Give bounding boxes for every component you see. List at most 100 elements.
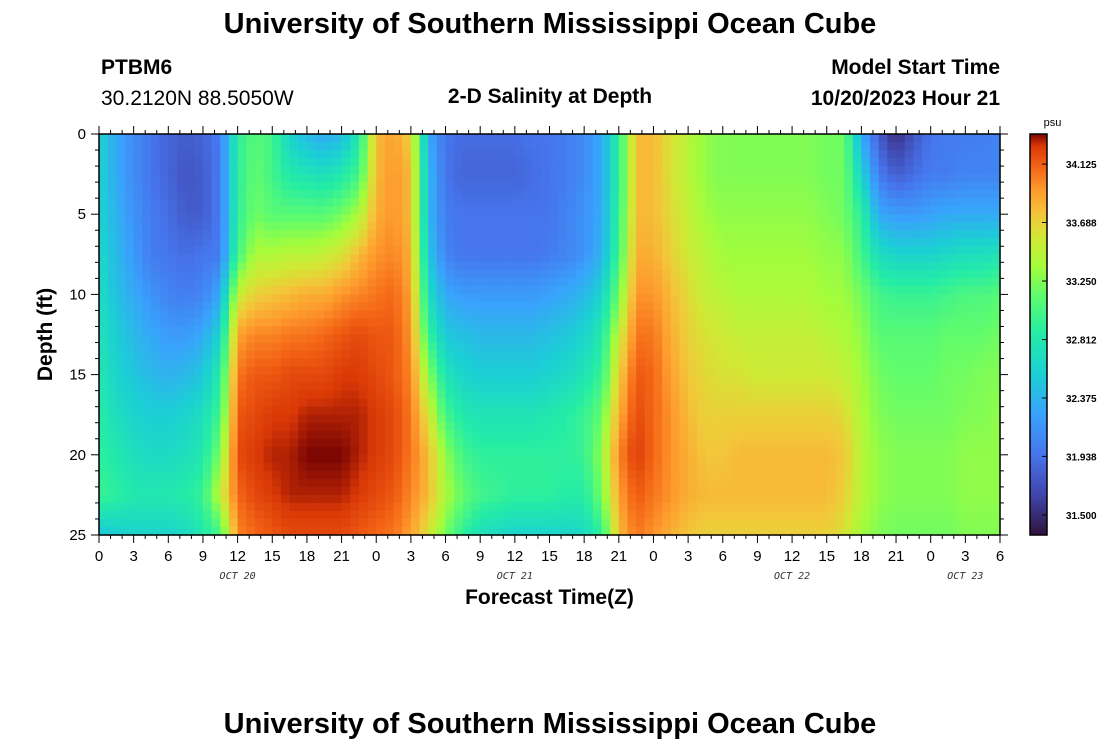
heatmap-cell	[142, 302, 152, 312]
heatmap-cell	[254, 182, 265, 191]
heatmap-cell	[783, 390, 793, 400]
heatmap-cell	[566, 158, 577, 167]
heatmap-cell	[627, 406, 637, 416]
heatmap-cell	[896, 462, 906, 472]
heatmap-cell	[644, 398, 655, 408]
heatmap-cell	[792, 246, 802, 255]
heatmap-cell	[194, 150, 204, 159]
heatmap-cell	[688, 166, 698, 175]
heatmap-cell	[627, 382, 637, 392]
heatmap-cell	[436, 318, 447, 328]
heatmap-cell	[748, 350, 759, 360]
heatmap-cell	[497, 230, 507, 239]
heatmap-cell	[844, 310, 854, 320]
heatmap-cell	[644, 462, 655, 472]
heatmap-cell	[991, 326, 1001, 336]
heatmap-cell	[410, 310, 421, 320]
heatmap-cell	[116, 414, 126, 424]
heatmap-cell	[679, 310, 689, 320]
heatmap-cell	[740, 190, 750, 199]
heatmap-cell	[670, 334, 681, 344]
heatmap-cell	[584, 206, 594, 215]
heatmap-cell	[818, 382, 828, 392]
heatmap-cell	[896, 166, 906, 175]
heatmap-cell	[202, 366, 213, 376]
heatmap-cell	[991, 246, 1001, 255]
heatmap-cell	[532, 278, 542, 287]
heatmap-cell	[722, 438, 733, 448]
heatmap-cell	[982, 334, 992, 344]
heatmap-cell	[341, 294, 351, 304]
heatmap-cell	[280, 414, 291, 424]
heatmap-cell	[419, 150, 429, 159]
heatmap-cell	[358, 294, 369, 304]
heatmap-cell	[566, 190, 577, 199]
heatmap-cell	[237, 134, 247, 143]
heatmap-cell	[211, 366, 221, 376]
heatmap-cell	[367, 214, 377, 223]
heatmap-cell	[930, 206, 940, 215]
heatmap-cell	[844, 350, 854, 360]
heatmap-cell	[332, 342, 343, 352]
heatmap-cell	[133, 334, 143, 344]
heatmap-cell	[896, 374, 906, 384]
heatmap-cell	[306, 478, 317, 488]
heatmap-cell	[878, 374, 888, 384]
heatmap-cell	[974, 470, 984, 480]
heatmap-cell	[150, 462, 161, 472]
heatmap-cell	[818, 454, 828, 464]
heatmap-cell	[696, 214, 707, 223]
heatmap-cell	[436, 462, 447, 472]
heatmap-cell	[402, 334, 412, 344]
heatmap-cell	[748, 366, 759, 376]
heatmap-cell	[644, 246, 655, 255]
heatmap-cell	[471, 254, 481, 263]
heatmap-cell	[272, 494, 282, 504]
heatmap-cell	[254, 214, 265, 223]
heatmap-cell	[176, 358, 187, 368]
heatmap-cell	[575, 310, 585, 320]
heatmap-cell	[653, 294, 663, 304]
heatmap-cell	[202, 438, 213, 448]
heatmap-cell	[948, 318, 958, 328]
heatmap-cell	[263, 286, 273, 295]
heatmap-cell	[410, 454, 421, 464]
heatmap-cell	[636, 486, 646, 496]
heatmap-cell	[757, 158, 767, 167]
heatmap-cell	[722, 382, 733, 392]
heatmap-cell	[826, 430, 836, 440]
heatmap-cell	[662, 478, 672, 488]
heatmap-cell	[150, 502, 161, 512]
heatmap-cell	[930, 350, 940, 360]
heatmap-cell	[844, 390, 854, 400]
heatmap-cell	[332, 470, 343, 480]
heatmap-cell	[826, 238, 836, 247]
heatmap-cell	[601, 142, 611, 151]
heatmap-cell	[150, 414, 161, 424]
heatmap-cell	[142, 134, 152, 143]
heatmap-cell	[419, 438, 429, 448]
heatmap-cell	[731, 142, 741, 151]
heatmap-cell	[384, 382, 395, 392]
heatmap-cell	[324, 366, 334, 376]
heatmap-cell	[480, 254, 490, 263]
heatmap-cell	[835, 462, 845, 472]
heatmap-cell	[965, 190, 975, 199]
heatmap-cell	[991, 206, 1001, 215]
heatmap-cell	[688, 374, 698, 384]
heatmap-cell	[107, 166, 117, 175]
heatmap-cell	[826, 254, 836, 263]
heatmap-cell	[289, 470, 299, 480]
heatmap-cell	[662, 182, 672, 191]
heatmap-cell	[930, 470, 940, 480]
heatmap-cell	[696, 502, 707, 512]
heatmap-cell	[306, 254, 317, 263]
heatmap-cell	[783, 182, 793, 191]
heatmap-cell	[818, 318, 828, 328]
heatmap-cell	[211, 230, 221, 239]
heatmap-cell	[618, 166, 629, 175]
heatmap-cell	[107, 214, 117, 223]
heatmap-cell	[497, 486, 507, 496]
heatmap-cell	[124, 430, 135, 440]
heatmap-cell	[462, 206, 473, 215]
